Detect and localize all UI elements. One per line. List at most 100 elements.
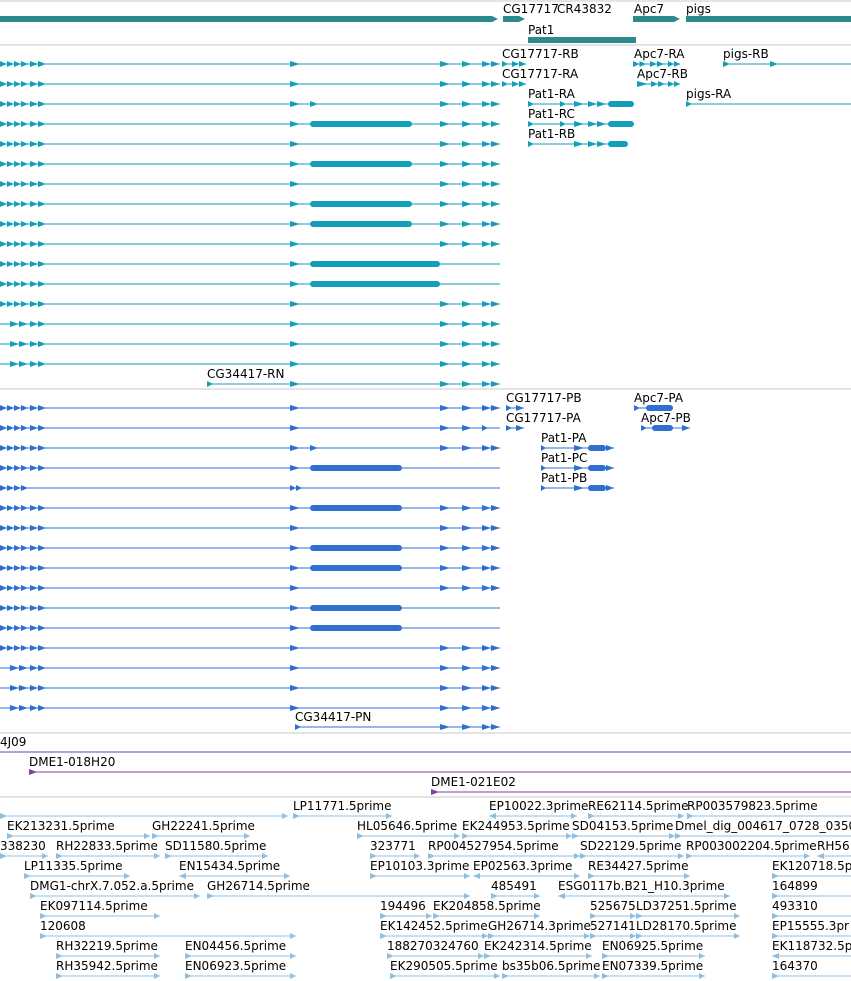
protein-feature[interactable]: Pat1-PC xyxy=(541,451,614,471)
transcript-feature[interactable]: Apc7-RA xyxy=(633,47,685,67)
transcript-exon[interactable] xyxy=(528,121,534,127)
transcript-exon[interactable] xyxy=(462,361,472,367)
transcript-exon[interactable] xyxy=(440,241,450,247)
clone-feature[interactable]: DME1-021E02 xyxy=(431,775,851,795)
transcript-exon[interactable] xyxy=(482,381,500,387)
transcript-exon[interactable] xyxy=(588,101,606,107)
est-feature[interactable]: LP11771.5prime xyxy=(293,799,392,819)
protein-exon[interactable] xyxy=(634,405,640,411)
transcript-exon[interactable] xyxy=(482,221,500,227)
transcript-exon[interactable] xyxy=(30,341,46,347)
est-feature[interactable]: RH56 xyxy=(817,839,851,859)
est-feature[interactable]: RP004527954.5prime xyxy=(428,839,580,859)
clone-feature[interactable]: 4J09 xyxy=(0,735,851,753)
protein-exon[interactable] xyxy=(462,665,472,671)
est-feature[interactable]: ESG0117b.B21_H10.3prime xyxy=(558,879,730,899)
transcript-exon[interactable] xyxy=(30,241,46,247)
transcript-exon[interactable] xyxy=(290,301,300,307)
protein-exon[interactable] xyxy=(440,645,450,651)
protein-exon[interactable] xyxy=(290,585,300,591)
protein-exon[interactable] xyxy=(440,525,450,531)
protein-exon[interactable] xyxy=(290,685,300,691)
est-feature[interactable]: EK244953.5prime xyxy=(462,819,572,839)
protein-exon[interactable] xyxy=(482,525,500,531)
est-feature[interactable]: EK097114.5prime xyxy=(40,899,160,919)
est-feature[interactable]: 194496 xyxy=(380,899,432,919)
transcript-exon[interactable] xyxy=(560,101,566,107)
protein-exon[interactable] xyxy=(0,585,28,591)
protein-exon[interactable] xyxy=(290,405,300,411)
transcript-exon[interactable] xyxy=(0,161,28,167)
transcript-feature[interactable] xyxy=(0,281,500,287)
transcript-exon[interactable] xyxy=(310,161,412,167)
transcript-exon[interactable] xyxy=(0,241,28,247)
est-feature[interactable]: EK204858.5prime xyxy=(433,899,541,919)
transcript-exon[interactable] xyxy=(30,61,46,67)
est-feature[interactable]: HL05646.5prime xyxy=(357,819,460,839)
transcript-exon[interactable] xyxy=(462,381,472,387)
est-feature[interactable]: RH22833.5prime xyxy=(56,839,160,859)
protein-exon[interactable] xyxy=(588,465,606,471)
protein-exon[interactable] xyxy=(30,425,46,431)
transcript-exon[interactable] xyxy=(462,241,472,247)
transcript-exon[interactable] xyxy=(290,241,300,247)
transcript-exon[interactable] xyxy=(30,301,46,307)
transcript-exon[interactable] xyxy=(588,121,606,127)
transcript-exon[interactable] xyxy=(502,81,508,87)
protein-exon[interactable] xyxy=(30,645,46,651)
est-feature[interactable]: SD04153.5prime xyxy=(572,819,675,839)
transcript-exon[interactable] xyxy=(462,321,472,327)
transcript-exon[interactable] xyxy=(462,221,472,227)
transcript-exon[interactable] xyxy=(502,61,508,67)
est-feature[interactable]: EP10022.3prime xyxy=(489,799,588,819)
est-feature[interactable]: EP02563.3prime xyxy=(473,859,580,879)
est-feature[interactable]: EN15434.5prime xyxy=(179,859,290,879)
protein-exon[interactable] xyxy=(440,445,450,451)
gene-feature[interactable]: pigs xyxy=(686,2,851,22)
protein-exon[interactable] xyxy=(30,465,46,471)
clone-feature[interactable]: DME1-018H20 xyxy=(29,755,851,775)
protein-feature[interactable] xyxy=(0,525,500,531)
protein-exon[interactable] xyxy=(30,605,46,611)
transcript-feature[interactable] xyxy=(0,81,500,87)
protein-feature[interactable]: Pat1-PB xyxy=(541,471,614,491)
est-feature[interactable]: SD11580.5prime xyxy=(165,839,268,859)
protein-feature[interactable] xyxy=(0,585,500,591)
transcript-feature[interactable] xyxy=(0,181,500,187)
transcript-exon[interactable] xyxy=(462,161,472,167)
protein-exon[interactable] xyxy=(574,445,584,451)
protein-feature[interactable] xyxy=(0,705,500,711)
protein-exon[interactable] xyxy=(462,685,472,691)
transcript-exon[interactable] xyxy=(440,61,450,67)
transcript-exon[interactable] xyxy=(440,321,450,327)
transcript-exon[interactable] xyxy=(482,301,500,307)
est-feature[interactable]: DMG1-chrX.7.052.a.5prime xyxy=(30,879,200,899)
protein-exon[interactable] xyxy=(30,525,46,531)
protein-feature[interactable] xyxy=(0,405,500,411)
est-feature[interactable]: GH22241.5prime xyxy=(152,819,255,839)
protein-exon[interactable] xyxy=(462,724,472,730)
transcript-exon[interactable] xyxy=(290,321,300,327)
transcript-exon[interactable] xyxy=(310,121,412,127)
transcript-exon[interactable] xyxy=(207,381,213,387)
protein-exon[interactable] xyxy=(641,425,647,431)
est-feature[interactable]: 485491 xyxy=(491,879,540,899)
protein-exon[interactable] xyxy=(30,685,46,691)
protein-exon[interactable] xyxy=(30,545,46,551)
protein-feature[interactable] xyxy=(0,445,500,451)
transcript-exon[interactable] xyxy=(290,121,300,127)
protein-exon[interactable] xyxy=(290,545,300,551)
protein-exon[interactable] xyxy=(0,645,28,651)
est-feature[interactable]: EN06923.5prime xyxy=(185,959,296,979)
protein-exon[interactable] xyxy=(30,445,46,451)
est-feature[interactable]: 164370 xyxy=(772,959,851,979)
transcript-exon[interactable] xyxy=(30,221,46,227)
protein-feature[interactable] xyxy=(0,425,500,431)
protein-exon[interactable] xyxy=(290,625,300,631)
transcript-exon[interactable] xyxy=(560,121,566,127)
protein-feature[interactable] xyxy=(0,485,500,491)
transcript-exon[interactable] xyxy=(10,341,28,347)
transcript-exon[interactable] xyxy=(462,301,472,307)
transcript-exon[interactable] xyxy=(482,121,500,127)
transcript-exon[interactable] xyxy=(440,121,450,127)
